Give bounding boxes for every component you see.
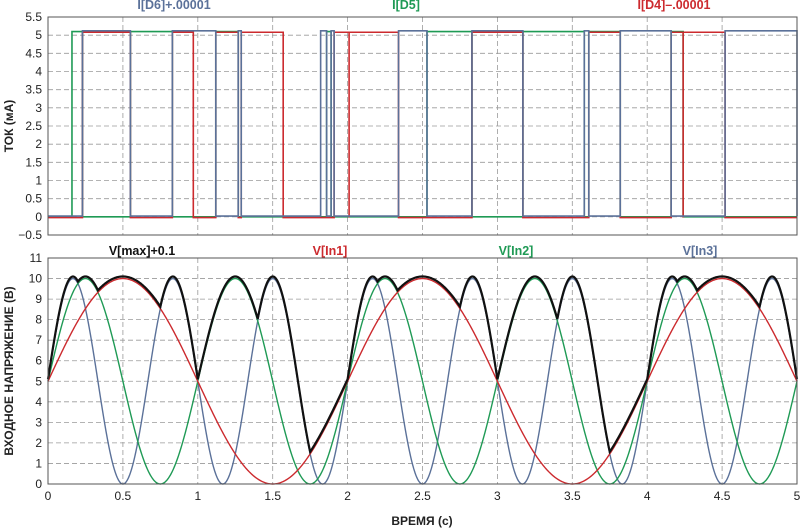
legend-v-max: V[max]+0.1 [109, 244, 175, 258]
voltage-plot-frame [47, 257, 798, 485]
x-tick-label: 2.5 [414, 489, 431, 503]
x-tick-label: 3.5 [564, 489, 581, 503]
legend-i-d4: I[D4]–.00001 [638, 0, 711, 12]
current-y-tick-label: 2 [35, 137, 42, 151]
current-y-axis-title: ТОК (мА) [2, 100, 16, 153]
x-tick-label: 4 [644, 489, 651, 503]
current-plot-frame [47, 16, 798, 236]
current-y-tick-label: 3.5 [25, 83, 42, 97]
voltage-y-tick-label: 10 [29, 272, 43, 286]
current-y-tick-label: 4.5 [25, 46, 42, 60]
series-line-v-max [46, 275, 799, 455]
voltage-y-tick-label: 5 [35, 374, 42, 388]
x-tick-label: 1.5 [264, 489, 281, 503]
current-y-tick-label: 5 [35, 28, 42, 42]
voltage-y-tick-label: 11 [30, 251, 43, 265]
voltage-y-tick-label: 1 [35, 456, 42, 470]
current-y-tick-label: 5.5 [25, 10, 42, 24]
x-tick-label: 3 [494, 489, 501, 503]
series-line-v-in1- [47, 277, 798, 485]
legend-v-in3: V[In3] [683, 244, 718, 258]
voltage-y-tick-label: 0 [35, 477, 42, 491]
x-tick-label: 0 [45, 489, 52, 503]
current-y-tick-label: 3 [35, 101, 42, 115]
series-line-i-d6-00001 [48, 30, 798, 217]
current-y-tick-label: 0.5 [25, 192, 42, 206]
voltage-y-tick-label: 4 [35, 395, 42, 409]
voltage-y-axis-title: ВХОДНОЕ НАПРЯЖЕНИЕ (В) [2, 286, 16, 455]
x-tick-label: 1 [194, 489, 201, 503]
current-y-tick-label: 1 [35, 174, 42, 188]
current-panel: 5.5 5 4.5 4 3.5 3 2.5 2 1.5 1 0.5 0 −0.5 ТОК (мА) I[… [2, 0, 798, 242]
x-tick-label: 4.5 [714, 489, 731, 503]
legend-v-in1: V[In1] [313, 244, 348, 258]
voltage-y-tick-label: 9 [35, 292, 42, 306]
legend-i-d6: I[D6]+.00001 [137, 0, 210, 12]
x-tick-label: 2 [344, 489, 351, 503]
current-y-tick-label: 4 [35, 65, 42, 79]
legend-v-in2: V[In2] [499, 244, 534, 258]
x-tick-label: 5 [794, 489, 800, 503]
current-y-tick-label: 1.5 [25, 155, 42, 169]
voltage-y-tick-label: 3 [35, 415, 42, 429]
voltage-y-tick-label: 6 [35, 354, 42, 368]
current-y-tick-label: 2.5 [25, 119, 42, 133]
voltage-y-tick-label: 8 [35, 313, 42, 327]
x-tick-label: 0.5 [115, 489, 132, 503]
voltage-y-tick-label: 7 [35, 333, 42, 347]
legend-i-d5: I[D5] [392, 0, 420, 12]
voltage-y-tick-label: 2 [35, 436, 42, 450]
series-line-v-in2- [47, 277, 798, 485]
current-y-tick-label: 0 [35, 210, 42, 224]
current-y-tick-label: −0.5 [18, 228, 42, 242]
time-x-axis-title: ВРЕМЯ (с) [391, 514, 452, 528]
